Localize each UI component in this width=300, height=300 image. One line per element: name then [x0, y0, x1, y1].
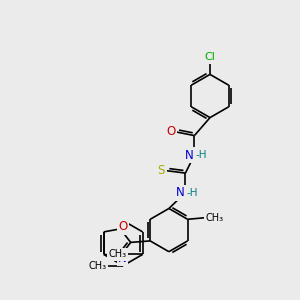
Text: S: S: [158, 164, 165, 177]
Text: CH₃: CH₃: [108, 249, 126, 260]
Text: CH₃: CH₃: [88, 261, 107, 271]
Text: N: N: [184, 148, 194, 162]
Text: CH₃: CH₃: [206, 213, 224, 223]
Text: Cl: Cl: [205, 52, 215, 62]
Text: -H: -H: [186, 188, 198, 198]
Text: N: N: [118, 251, 127, 265]
Text: O: O: [167, 125, 176, 139]
Text: N: N: [176, 186, 184, 199]
Text: O: O: [118, 220, 127, 233]
Text: -H: -H: [195, 150, 207, 160]
